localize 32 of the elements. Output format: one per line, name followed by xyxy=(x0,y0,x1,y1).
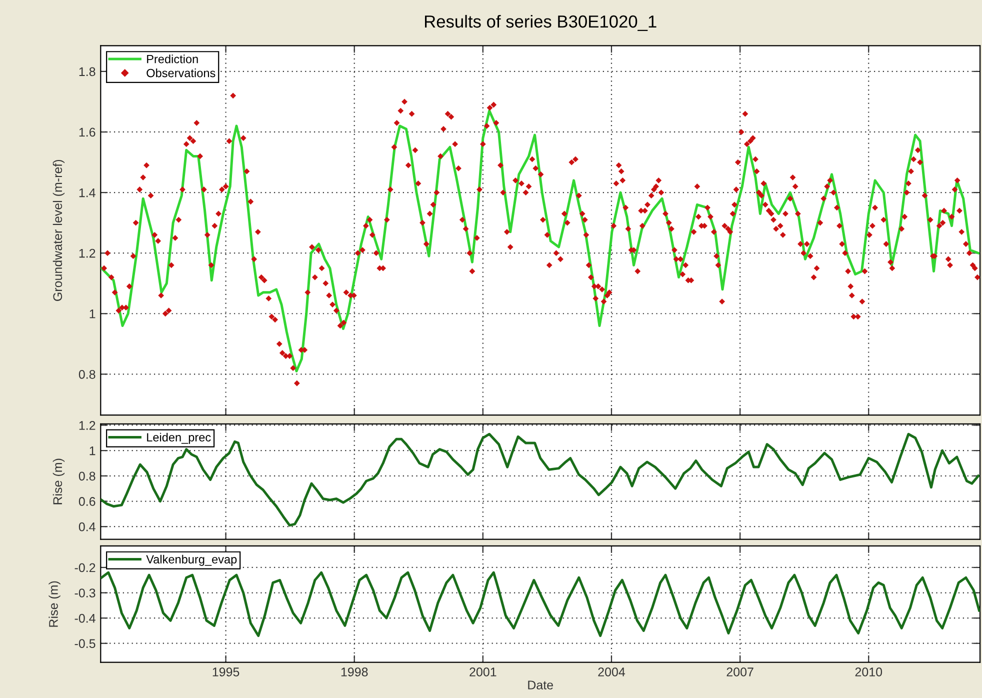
chart-title: Results of series B30E1020_1 xyxy=(425,14,656,31)
y-tick-label: 1.6 xyxy=(79,128,96,137)
y-tick-label: 0.4 xyxy=(78,522,96,532)
y-tick-label: 0.8 xyxy=(78,472,96,481)
y-tick-label: 0.8 xyxy=(78,370,96,379)
y-tick-label: 1.2 xyxy=(79,421,96,430)
y-tick-label: -0.3 xyxy=(74,588,96,598)
legend-label: Valkenburg_evap xyxy=(146,554,237,566)
x-tick-label: 1998 xyxy=(341,668,368,676)
y-axis-title: Groundwater level (m-ref) xyxy=(52,160,65,301)
x-tick-label: 2001 xyxy=(470,668,496,676)
x-tick-label: 2010 xyxy=(855,668,882,676)
y-axis-title: Rise (m) xyxy=(48,581,60,627)
line-series xyxy=(100,432,980,527)
y-tick-label: -0.5 xyxy=(74,639,96,648)
x-axis-title: Date xyxy=(528,680,553,690)
y-tick-label: 1 xyxy=(90,310,96,318)
y-axis-title: Rise (m) xyxy=(52,458,65,504)
y-tick-label: 0.6 xyxy=(78,497,96,506)
y-tick-label: 1.2 xyxy=(79,248,96,258)
legend-label: Prediction xyxy=(147,54,198,64)
y-tick-label: 1.8 xyxy=(79,67,96,76)
x-tick-label: 2004 xyxy=(598,668,626,676)
line-series xyxy=(100,571,980,638)
x-tick-label: 2007 xyxy=(726,668,754,676)
y-tick-label: -0.4 xyxy=(74,614,96,623)
x-tick-label: 1995 xyxy=(212,668,240,676)
legend-label: Leiden_prec xyxy=(147,432,211,444)
legend-label: Observations xyxy=(146,68,216,78)
y-tick-label: 1.4 xyxy=(79,188,96,198)
y-tick-label: 1 xyxy=(90,446,96,456)
y-tick-label: -0.2 xyxy=(74,563,96,572)
